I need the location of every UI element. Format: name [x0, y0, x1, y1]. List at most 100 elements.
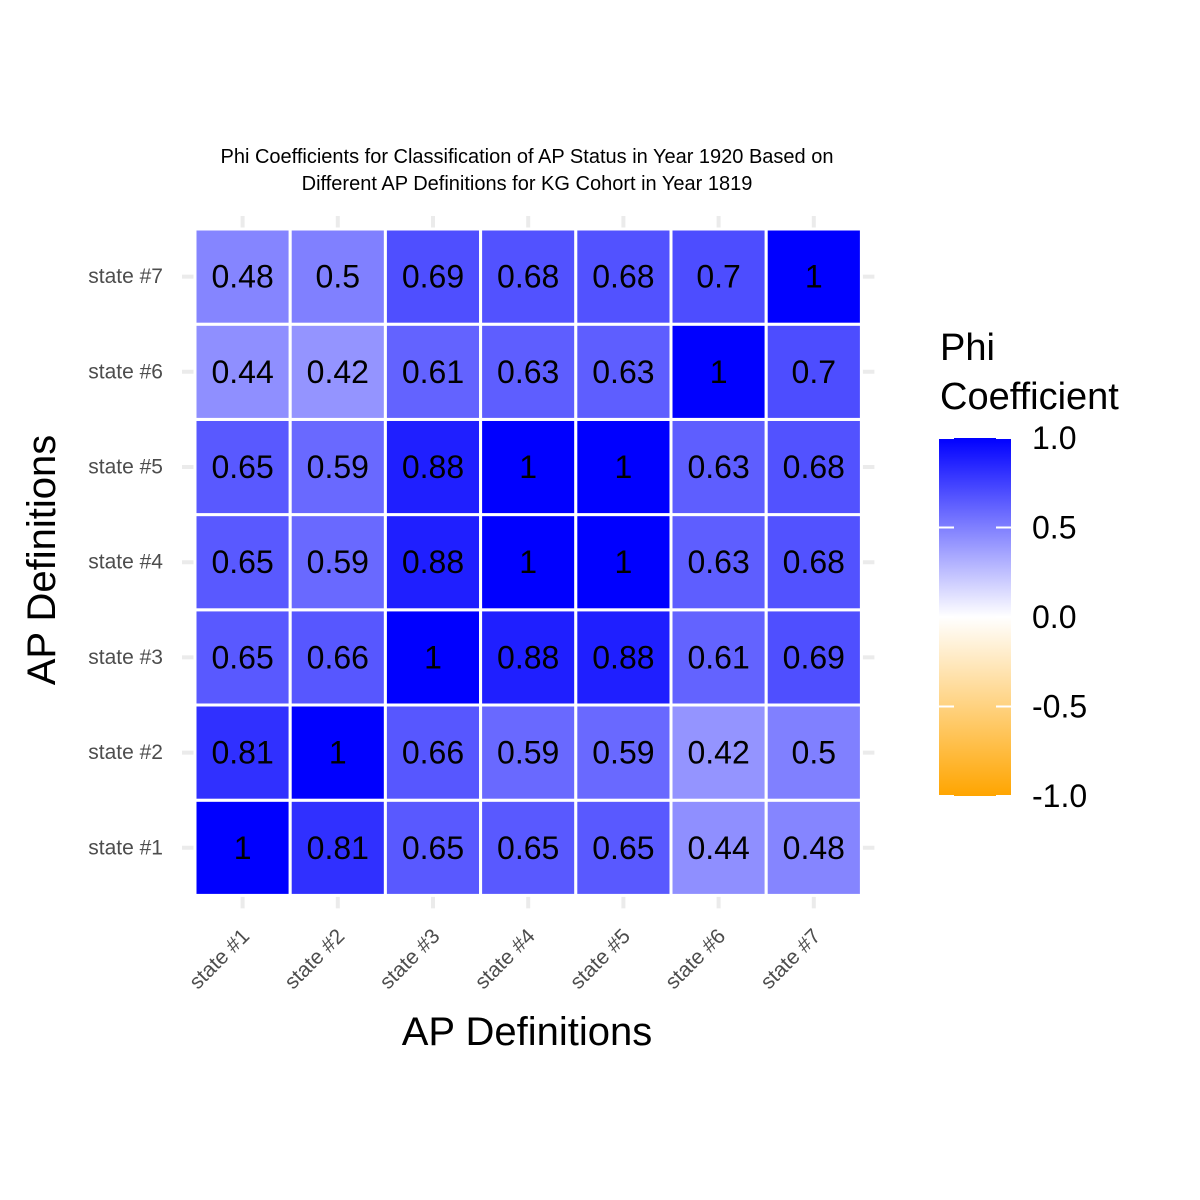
cell-value-label: 0.65 [402, 830, 464, 866]
cell-value-label: 0.42 [687, 735, 749, 771]
cell-value-label: 0.66 [307, 639, 369, 675]
cell-value-label: 0.63 [687, 449, 749, 485]
cell-value-label: 0.81 [211, 735, 273, 771]
x-tick-label: state #6 [661, 925, 730, 994]
cell-value-label: 0.69 [402, 259, 464, 295]
cell-value-label: 0.63 [497, 354, 559, 390]
heatmap-cell [288, 322, 387, 421]
legend-ticks: 1.0 0.5 0.0 -0.5 -1.0 [939, 420, 1087, 814]
x-tick-label: state #5 [566, 925, 635, 994]
heatmap-cell [288, 608, 387, 707]
heatmap-cell [479, 417, 578, 517]
cell-value-label: 1 [710, 354, 728, 390]
legend-tick-label: 0.0 [1032, 599, 1076, 635]
cell-value-label: 0.65 [211, 449, 273, 485]
legend-tick-label: -0.5 [1032, 689, 1087, 725]
x-tick-label: state #3 [375, 925, 444, 994]
cell-value-label: 0.88 [497, 639, 559, 675]
heatmap-cell [669, 703, 768, 802]
cell-labels: 1 0.81 0.65 0.65 0.65 0.44 0.48 0.81 1 0.66 0.59 0.… [211, 259, 844, 866]
chart-title-line-2: Different AP Definitions for KG Cohort i… [302, 173, 753, 195]
cell-value-label: 0.81 [307, 830, 369, 866]
cell-value-label: 0.7 [696, 259, 740, 295]
heatmap-cell [574, 513, 673, 612]
cell-value-label: 0.61 [402, 354, 464, 390]
x-axis-ticks: state #1 state #2 state #3 state #4 state #5… [185, 924, 825, 993]
y-tick-label: state #4 [88, 551, 163, 574]
heatmap-tiles [193, 227, 863, 897]
cell-value-label: 0.68 [592, 259, 654, 295]
heatmap-cell [383, 513, 483, 612]
heatmap-cell [669, 513, 768, 612]
cell-value-label: 0.59 [497, 735, 559, 771]
heatmap-cell [574, 703, 673, 802]
x-tick-label: state #2 [280, 925, 349, 994]
cell-value-label: 1 [329, 735, 347, 771]
cell-value-label: 1 [615, 544, 633, 580]
cell-value-label: 0.44 [687, 830, 749, 866]
cell-value-label: 1 [519, 449, 537, 485]
cell-value-label: 0.68 [783, 544, 845, 580]
cell-value-label: 1 [805, 259, 823, 295]
cell-value-label: 0.44 [211, 354, 273, 390]
cell-value-label: 0.65 [592, 830, 654, 866]
cell-value-label: 0.88 [592, 639, 654, 675]
legend-title-line-1: Phi [940, 327, 995, 369]
cell-value-label: 1 [519, 544, 537, 580]
legend: Phi Coefficient 1.0 0.5 0.0 -0.5 -1.0 [939, 327, 1119, 814]
cell-value-label: 0.88 [402, 449, 464, 485]
cell-value-label: 0.5 [316, 259, 360, 295]
cell-value-label: 0.68 [783, 449, 845, 485]
heatmap-cell [193, 417, 292, 517]
heatmap-cell [479, 608, 578, 707]
heatmap-cell [764, 227, 863, 326]
cell-value-label: 0.65 [211, 639, 273, 675]
heatmap-cell [764, 513, 863, 612]
cell-value-label: 0.48 [211, 259, 273, 295]
cell-value-label: 0.61 [687, 639, 749, 675]
x-tick-label: state #4 [471, 924, 540, 993]
chart-title-line-1: Phi Coefficients for Classification of A… [221, 146, 834, 168]
cell-value-label: 1 [615, 449, 633, 485]
cell-value-label: 0.65 [211, 544, 273, 580]
y-axis-ticks: state #1 state #2 state #3 state #4 state #5… [88, 265, 163, 859]
cell-value-label: 0.48 [783, 830, 845, 866]
heatmap-cell [383, 227, 483, 326]
heatmap-cell [669, 798, 768, 897]
cell-value-label: 0.42 [307, 354, 369, 390]
cell-value-label: 0.7 [792, 354, 836, 390]
cell-value-label: 1 [424, 639, 442, 675]
legend-title-line-2: Coefficient [940, 376, 1119, 418]
legend-tick-label: 0.5 [1032, 510, 1076, 546]
heatmap-cell [764, 798, 863, 897]
legend-tick-label: -1.0 [1032, 778, 1087, 814]
cell-value-label: 0.88 [402, 544, 464, 580]
cell-value-label: 0.59 [307, 544, 369, 580]
cell-value-label: 0.69 [783, 639, 845, 675]
heatmap-cell [288, 513, 387, 612]
cell-value-label: 0.5 [792, 735, 836, 771]
heatmap-cell [669, 608, 768, 707]
y-tick-label: state #5 [88, 456, 163, 479]
cell-value-label: 0.65 [497, 830, 559, 866]
heatmap-cell [383, 608, 483, 707]
cell-value-label: 0.66 [402, 735, 464, 771]
y-tick-label: state #6 [88, 360, 163, 383]
y-tick-label: state #7 [88, 265, 163, 288]
y-tick-label: state #2 [88, 741, 163, 764]
cell-value-label: 0.63 [592, 354, 654, 390]
heatmap-cell [479, 513, 578, 612]
cell-value-label: 1 [234, 830, 252, 866]
y-tick-label: state #1 [88, 836, 163, 859]
x-tick-label: state #7 [756, 925, 825, 994]
cell-value-label: 0.68 [497, 259, 559, 295]
heatmap-cell [669, 227, 768, 326]
heatmap-cell [288, 227, 387, 326]
x-axis-title: AP Definitions [402, 1010, 653, 1054]
cell-value-label: 0.63 [687, 544, 749, 580]
x-tick-label: state #1 [185, 925, 254, 994]
heatmap-cell [764, 703, 863, 802]
heatmap-cell [193, 608, 292, 707]
legend-tick-label: 1.0 [1032, 420, 1076, 456]
